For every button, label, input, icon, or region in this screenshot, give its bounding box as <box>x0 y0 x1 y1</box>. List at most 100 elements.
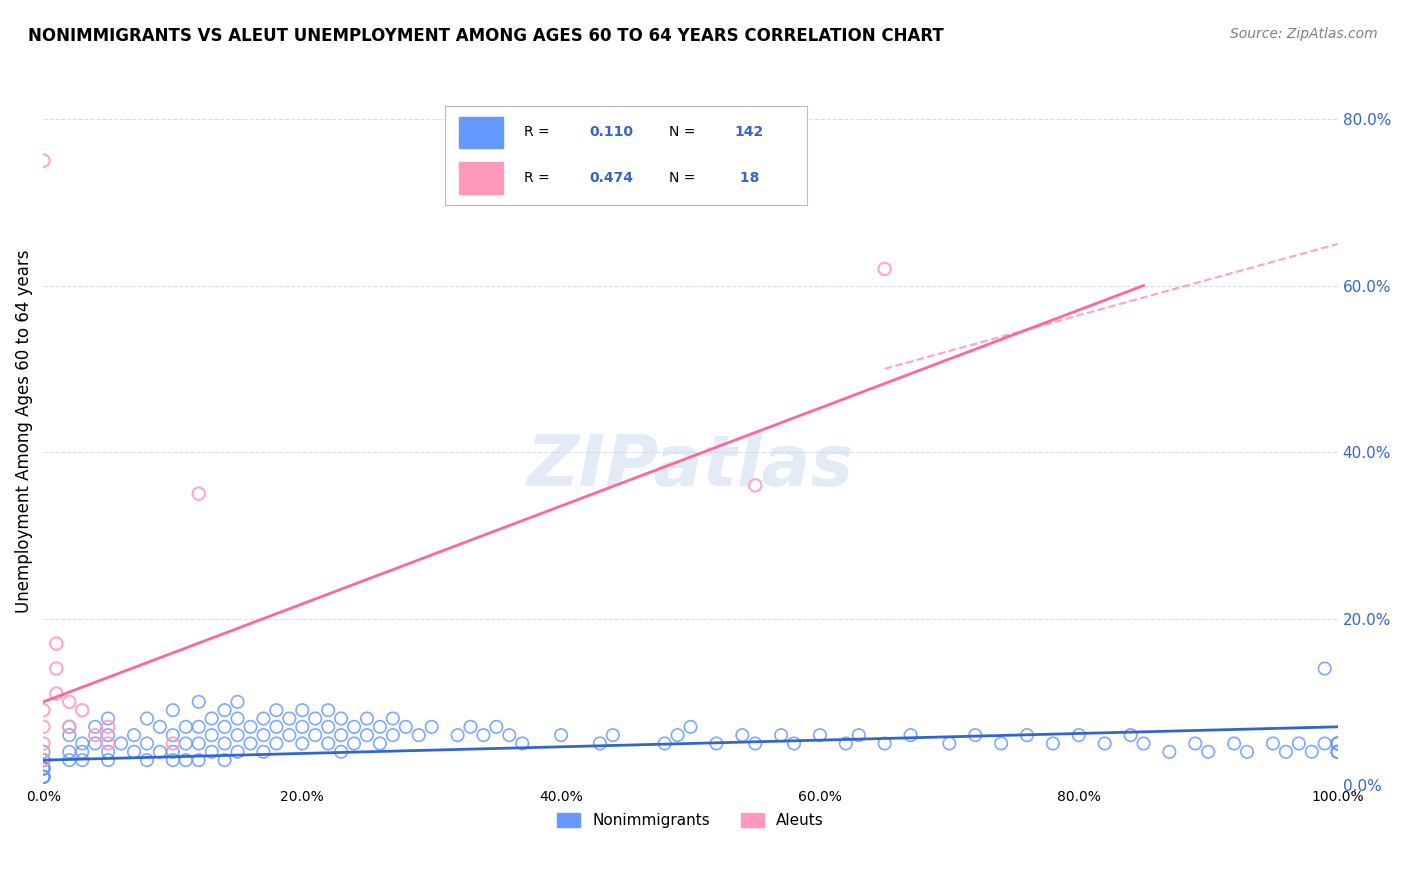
Point <box>32 770 55 784</box>
Point <box>110 736 132 750</box>
Point <box>1094 736 1116 750</box>
Point <box>187 753 209 767</box>
Point <box>136 711 159 725</box>
Point <box>32 761 55 775</box>
Point <box>1326 736 1348 750</box>
Point <box>252 711 274 725</box>
Point <box>278 728 301 742</box>
Point <box>408 728 430 742</box>
Point <box>550 728 572 742</box>
Point <box>187 720 209 734</box>
Point <box>32 753 55 767</box>
Point <box>965 728 987 742</box>
Text: ZIPatlas: ZIPatlas <box>527 432 855 501</box>
Point <box>226 728 249 742</box>
Point <box>770 728 793 742</box>
Point <box>122 728 145 742</box>
Point <box>990 736 1012 750</box>
Point <box>187 695 209 709</box>
Point <box>32 153 55 168</box>
Point <box>368 736 391 750</box>
Point <box>136 753 159 767</box>
Point <box>498 728 520 742</box>
Point <box>900 728 922 742</box>
Point <box>97 720 120 734</box>
Point <box>1184 736 1206 750</box>
Point <box>84 728 107 742</box>
Point <box>1015 728 1038 742</box>
Point <box>214 753 236 767</box>
Point <box>1301 745 1323 759</box>
Point <box>58 745 80 759</box>
Point <box>679 720 702 734</box>
Point <box>266 736 288 750</box>
Point <box>873 736 896 750</box>
Point <box>58 753 80 767</box>
Point <box>783 736 806 750</box>
Point <box>460 720 482 734</box>
Point <box>316 720 339 734</box>
Point <box>32 761 55 775</box>
Point <box>1326 745 1348 759</box>
Point <box>32 736 55 750</box>
Point <box>304 728 326 742</box>
Point <box>252 728 274 742</box>
Point <box>1326 736 1348 750</box>
Point <box>226 745 249 759</box>
Point <box>32 770 55 784</box>
Point <box>316 703 339 717</box>
Point <box>97 736 120 750</box>
Point <box>744 478 766 492</box>
Point <box>1261 736 1284 750</box>
Point <box>84 736 107 750</box>
Point <box>32 761 55 775</box>
Point <box>291 720 314 734</box>
Point <box>1067 728 1090 742</box>
Point <box>32 761 55 775</box>
Point <box>70 753 93 767</box>
Point <box>32 753 55 767</box>
Point <box>70 745 93 759</box>
Point <box>32 770 55 784</box>
Point <box>938 736 960 750</box>
Point <box>187 486 209 500</box>
Point <box>162 736 184 750</box>
Point <box>330 711 353 725</box>
Point <box>226 711 249 725</box>
Point <box>278 711 301 725</box>
Point <box>45 661 67 675</box>
Point <box>97 745 120 759</box>
Point <box>1326 736 1348 750</box>
Point <box>162 753 184 767</box>
Point <box>485 720 508 734</box>
Point <box>420 720 443 734</box>
Point <box>136 736 159 750</box>
Point <box>32 753 55 767</box>
Point <box>368 720 391 734</box>
Point <box>32 753 55 767</box>
Point <box>356 728 378 742</box>
Point <box>149 745 172 759</box>
Point <box>808 728 831 742</box>
Point <box>744 736 766 750</box>
Point <box>1223 736 1246 750</box>
Point <box>214 720 236 734</box>
Point <box>70 736 93 750</box>
Point <box>666 728 689 742</box>
Point <box>510 736 533 750</box>
Legend: Nonimmigrants, Aleuts: Nonimmigrants, Aleuts <box>551 806 830 834</box>
Point <box>589 736 612 750</box>
Point <box>162 728 184 742</box>
Point <box>32 761 55 775</box>
Point <box>174 720 197 734</box>
Point <box>97 753 120 767</box>
Point <box>187 736 209 750</box>
Point <box>32 770 55 784</box>
Point <box>873 261 896 276</box>
Point <box>32 745 55 759</box>
Point <box>84 720 107 734</box>
Point <box>97 728 120 742</box>
Point <box>201 745 224 759</box>
Point <box>97 711 120 725</box>
Point <box>226 695 249 709</box>
